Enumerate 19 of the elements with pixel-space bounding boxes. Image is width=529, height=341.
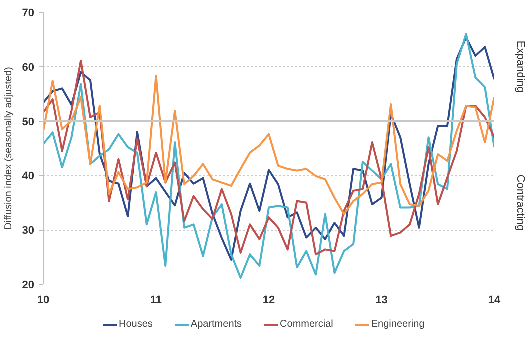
legend-label: Houses [119, 319, 153, 330]
text: Contracting [514, 174, 526, 232]
y-tick-label: 40 [22, 170, 35, 183]
y-tick-label: 50 [22, 116, 35, 128]
text: Expanding [514, 40, 526, 93]
legend-label: Apartments [190, 319, 242, 330]
x-tick-label: 14 [488, 294, 502, 306]
y-tick-label: 30 [22, 225, 35, 238]
legend-label: Engineering [371, 319, 425, 330]
x-tick-label: 13 [376, 294, 388, 306]
y-tick-label: 70 [22, 8, 35, 20]
x-tick-label: 12 [262, 294, 276, 306]
line-series [44, 75, 494, 216]
x-tick-label: 11 [150, 294, 162, 306]
y-tick-label: 20 [22, 280, 35, 292]
x-tick-label: 10 [37, 294, 50, 306]
y-axis-title: Diffusion index (seasonally adjusted) [3, 67, 14, 230]
legend-label: Commercial [280, 319, 334, 330]
y-tick-label: 60 [22, 62, 35, 74]
